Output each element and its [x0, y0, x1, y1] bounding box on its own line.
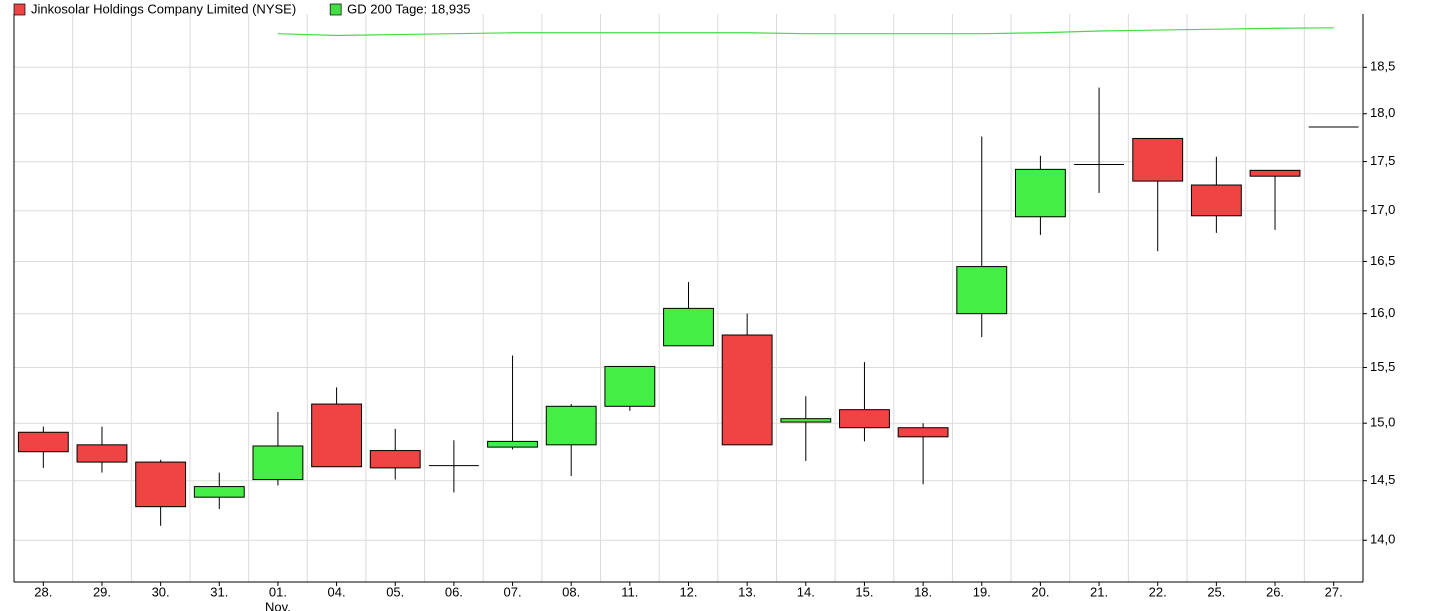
y-tick-label: 17,5 — [1370, 153, 1395, 168]
candle-body — [663, 307, 714, 347]
x-tick-label: 26. — [1266, 584, 1284, 599]
x-tick-label: 06. — [445, 584, 463, 599]
candle-body — [721, 334, 773, 446]
x-tick-label: 15. — [855, 584, 873, 599]
x-tick-label: 20. — [1031, 584, 1049, 599]
month-label: Nov. — [265, 599, 291, 611]
candle-body — [839, 409, 890, 429]
candle-body — [1249, 169, 1301, 177]
x-tick-label: 27. — [1325, 584, 1343, 599]
candle-body — [487, 440, 538, 448]
x-tick-label: 04. — [328, 584, 346, 599]
y-tick-label: 16,5 — [1370, 253, 1395, 268]
x-tick-label: 21. — [1090, 584, 1108, 599]
x-tick-label: 05. — [386, 584, 404, 599]
x-tick-label: 22. — [1149, 584, 1167, 599]
y-tick-label: 18,5 — [1370, 59, 1395, 74]
candle-body — [369, 450, 421, 469]
y-tick-label: 15,5 — [1370, 359, 1395, 374]
x-tick-label: 11. — [621, 584, 638, 599]
y-tick-label: 14,0 — [1370, 532, 1395, 547]
legend-label: GD 200 Tage: 18,935 — [347, 1, 470, 16]
candle-body — [17, 431, 69, 453]
candle-body — [1190, 184, 1242, 217]
candle-body — [193, 486, 245, 498]
candle-body — [604, 365, 656, 407]
candle-body — [956, 266, 1008, 315]
y-tick-label: 16,0 — [1370, 305, 1395, 320]
x-tick-label: 28. — [34, 584, 52, 599]
legend-swatch — [13, 3, 26, 16]
x-tick-label: 30. — [152, 584, 170, 599]
candle-body — [311, 403, 363, 468]
x-tick-label: 12. — [679, 584, 697, 599]
candle-body — [1014, 168, 1066, 218]
candle-body — [545, 405, 597, 446]
candle-body — [252, 445, 304, 481]
candle-body — [135, 461, 187, 508]
y-tick-label: 18,0 — [1370, 105, 1395, 120]
x-tick-label: 18. — [914, 584, 932, 599]
legend-label: Jinkosolar Holdings Company Limited (NYS… — [31, 1, 296, 16]
y-tick-label: 14,5 — [1370, 472, 1395, 487]
candle-body — [780, 418, 832, 423]
candle-body — [1132, 137, 1184, 182]
candle-body — [897, 427, 949, 438]
x-tick-label: 25. — [1207, 584, 1225, 599]
x-tick-label: 01. — [269, 584, 287, 599]
x-tick-label: 07. — [504, 584, 522, 599]
x-tick-label: 19. — [973, 584, 991, 599]
y-tick-label: 17,0 — [1370, 202, 1395, 217]
x-tick-label: 13. — [738, 584, 756, 599]
moving-average-line — [277, 27, 1334, 37]
y-tick-label: 15,0 — [1370, 415, 1395, 430]
x-tick-label: 29. — [93, 584, 111, 599]
legend-swatch — [329, 3, 342, 16]
x-tick-label: 08. — [562, 584, 580, 599]
x-tick-label: 14. — [797, 584, 815, 599]
x-tick-label: 31. — [210, 584, 228, 599]
candle-body — [76, 444, 128, 463]
